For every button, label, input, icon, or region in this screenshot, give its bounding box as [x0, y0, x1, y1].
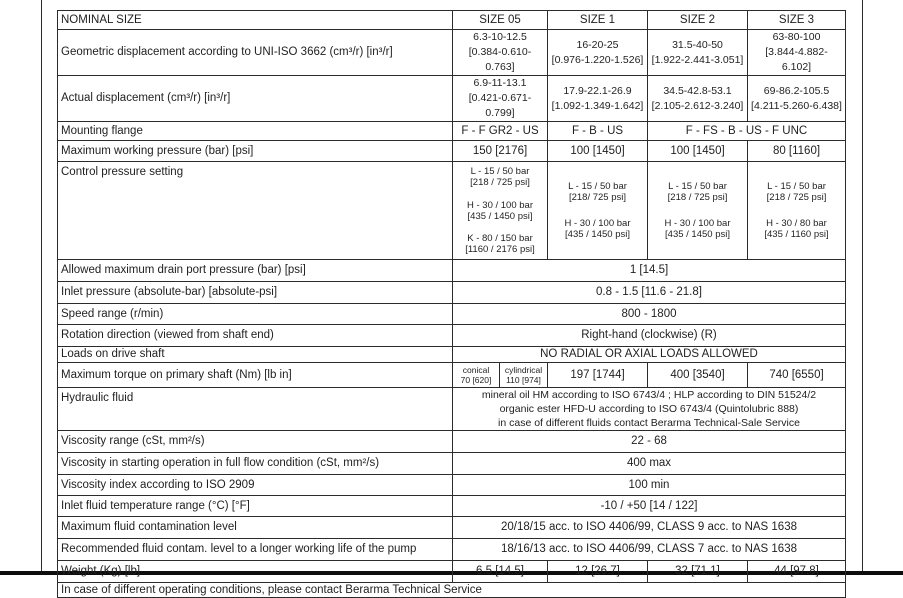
row-recommended-contamination: Recommended fluid contam. level to a lon… [57, 538, 846, 561]
value-cell: 400 max [452, 452, 846, 475]
control-setting: K - 80 / 150 bar [1160 / 2176 psi] [465, 233, 535, 255]
row-label: Mounting flange [57, 121, 453, 141]
value-cell: L - 15 / 50 bar [218/ 725 psi] H - 30 / 1… [547, 161, 648, 260]
row-geometric-displacement: Geometric displacement according to UNI-… [57, 29, 846, 76]
value-cell: 20/18/15 acc. to ISO 4406/99, CLASS 9 ac… [452, 516, 846, 539]
value-cell: F - B - US [547, 121, 648, 141]
value-cell: 400 [3540] [647, 362, 748, 388]
row-nominal-size: NOMINAL SIZE SIZE 05 SIZE 1 SIZE 2 SIZE … [57, 10, 846, 30]
value-cell: 80 [1160] [747, 140, 846, 162]
control-setting: H - 30 / 100 bar [435 / 1450 psi] [664, 218, 731, 240]
row-mounting-flange: Mounting flange F - F GR2 - US F - B - U… [57, 121, 846, 141]
value-cell: 16-20-25 [0.976-1.220-1.526] [547, 29, 648, 76]
value-cell: 6.5 [14.5] [452, 560, 548, 583]
value-cell: L - 15 / 50 bar [218 / 725 psi] H - 30 / … [747, 161, 846, 260]
row-label: Control pressure setting [57, 161, 453, 260]
value-cell: 6.9-11-13.1 [0.421-0.671-0.799] [452, 75, 548, 122]
value-cell: F - F GR2 - US [452, 121, 548, 141]
row-label: Inlet pressure (absolute-bar) [absolute-… [57, 281, 453, 304]
value-cell: 800 - 1800 [452, 303, 846, 325]
col-header-size2: SIZE 2 [647, 10, 748, 30]
row-actual-displacement: Actual displacement (cm³/r) [in³/r] 6.9-… [57, 75, 846, 122]
value-cell: 150 [2176] [452, 140, 548, 162]
row-inlet-pressure: Inlet pressure (absolute-bar) [absolute-… [57, 281, 846, 304]
value-cell: 63-80-100 [3.844-4.882-6.102] [747, 29, 846, 76]
control-setting: L - 15 / 50 bar [218/ 725 psi] [568, 181, 627, 203]
row-max-torque: Maximum torque on primary shaft (Nm) [lb… [57, 362, 846, 388]
row-label: Allowed maximum drain port pressure (bar… [57, 259, 453, 282]
value-cell: 32 [71.1] [647, 560, 748, 583]
row-label: Rotation direction (viewed from shaft en… [57, 324, 453, 347]
value-cell: 69-86.2-105.5 [4.211-5.260-6.438] [747, 75, 846, 122]
value-cell: NO RADIAL OR AXIAL LOADS ALLOWED [452, 346, 846, 363]
value-cell: -10 / +50 [14 / 122] [452, 495, 846, 517]
value-cell: 1 [14.5] [452, 259, 846, 282]
row-max-contamination: Maximum fluid contamination level 20/18/… [57, 516, 846, 539]
value-cell: 197 [1744] [547, 362, 648, 388]
value-cell: L - 15 / 50 bar [218 / 725 psi] H - 30 / … [647, 161, 748, 260]
row-label: Maximum working pressure (bar) [psi] [57, 140, 453, 162]
page-frame-left [41, 0, 42, 572]
control-setting: H - 30 / 100 bar [435 / 1450 psi] [564, 218, 631, 240]
value-cell: L - 15 / 50 bar [218 / 725 psi] H - 30 / … [452, 161, 548, 260]
row-label: Actual displacement (cm³/r) [in³/r] [57, 75, 453, 122]
value-cell: 31.5-40-50 [1.922-2.441-3.051] [647, 29, 748, 76]
row-rotation-direction: Rotation direction (viewed from shaft en… [57, 324, 846, 347]
row-viscosity-starting: Viscosity in starting operation in full … [57, 452, 846, 475]
row-label: Viscosity range (cSt, mm²/s) [57, 430, 453, 453]
row-weight: Weight (Kg) [lb] 6.5 [14.5] 12 [26.7] 32… [57, 560, 846, 583]
value-cell: mineral oil HM according to ISO 6743/4 ;… [452, 387, 846, 431]
control-setting: L - 15 / 50 bar [218 / 725 psi] [667, 181, 728, 203]
control-setting: H - 30 / 80 bar [435 / 1160 psi] [764, 218, 829, 240]
control-setting: L - 15 / 50 bar [218 / 725 psi] [766, 181, 827, 203]
row-control-pressure-setting: Control pressure setting L - 15 / 50 bar… [57, 161, 846, 260]
page-frame-right [862, 0, 863, 572]
row-label: Viscosity in starting operation in full … [57, 452, 453, 475]
row-speed-range: Speed range (r/min) 800 - 1800 [57, 303, 846, 325]
spec-table: NOMINAL SIZE SIZE 05 SIZE 1 SIZE 2 SIZE … [57, 10, 846, 598]
row-drain-port-pressure: Allowed maximum drain port pressure (bar… [57, 259, 846, 282]
value-cell: 740 [6550] [747, 362, 846, 388]
col-header-size1: SIZE 1 [547, 10, 648, 30]
value-cell: 0.8 - 1.5 [11.6 - 21.8] [452, 281, 846, 304]
control-setting: L - 15 / 50 bar [218 / 725 psi] [470, 166, 530, 188]
row-label: Weight (Kg) [lb] [57, 560, 453, 583]
row-label: Speed range (r/min) [57, 303, 453, 325]
row-label: Loads on drive shaft [57, 346, 453, 363]
row-hydraulic-fluid: Hydraulic fluid mineral oil HM according… [57, 387, 846, 431]
row-label: Recommended fluid contam. level to a lon… [57, 538, 453, 561]
row-label: Hydraulic fluid [57, 387, 453, 431]
value-cell: 6.3-10-12.5 [0.384-0.610-0.763] [452, 29, 548, 76]
control-setting: H - 30 / 100 bar [435 / 1450 psi] [466, 199, 533, 222]
value-cell: 17.9-22.1-26.9 [1.092-1.349-1.642] [547, 75, 648, 122]
row-label: Inlet fluid temperature range (°C) [°F] [57, 495, 453, 517]
row-label: Geometric displacement according to UNI-… [57, 29, 453, 76]
footer-note: In case of different operating condition… [57, 581, 846, 598]
value-cell: 22 - 68 [452, 430, 846, 453]
value-cell: 34.5-42.8-53.1 [2.105-2.612-3.240] [647, 75, 748, 122]
value-cell-torque-conical: conical 70 [620] [452, 362, 500, 388]
row-viscosity-range: Viscosity range (cSt, mm²/s) 22 - 68 [57, 430, 846, 453]
row-inlet-fluid-temperature: Inlet fluid temperature range (°C) [°F] … [57, 495, 846, 517]
row-max-working-pressure: Maximum working pressure (bar) [psi] 150… [57, 140, 846, 162]
value-cell: F - FS - B - US - F UNC [647, 121, 846, 141]
row-label: Viscosity index according to ISO 2909 [57, 474, 453, 496]
row-viscosity-index: Viscosity index according to ISO 2909 10… [57, 474, 846, 496]
value-cell: 12 [26.7] [547, 560, 648, 583]
value-cell: 100 min [452, 474, 846, 496]
row-loads-on-drive-shaft: Loads on drive shaft NO RADIAL OR AXIAL … [57, 346, 846, 363]
value-cell: 100 [1450] [647, 140, 748, 162]
row-label: Maximum torque on primary shaft (Nm) [lb… [57, 362, 453, 388]
value-cell-torque-cylindrical: cylindrical 110 [974] [499, 362, 548, 388]
col-header-size05: SIZE 05 [452, 10, 548, 30]
row-label: Maximum fluid contamination level [57, 516, 453, 539]
row-label: NOMINAL SIZE [57, 10, 453, 30]
value-cell: 100 [1450] [547, 140, 648, 162]
value-cell: 44 [97.8] [747, 560, 846, 583]
value-cell: Right-hand (clockwise) (R) [452, 324, 846, 347]
value-cell: 18/16/13 acc. to ISO 4406/99, CLASS 7 ac… [452, 538, 846, 561]
row-footer-note: In case of different operating condition… [57, 581, 846, 598]
col-header-size3: SIZE 3 [747, 10, 846, 30]
